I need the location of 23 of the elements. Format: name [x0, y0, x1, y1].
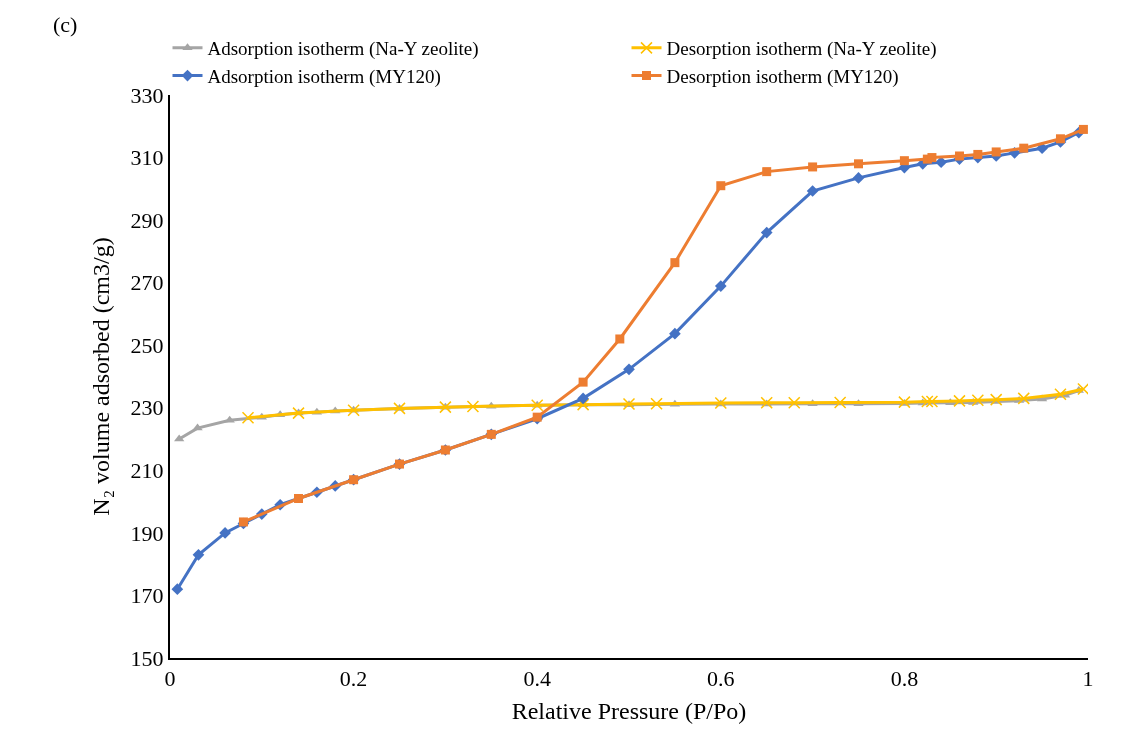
y-tick-label: 230	[130, 395, 164, 421]
x-tick-label: 1	[1082, 666, 1094, 692]
legend-label: Adsorption isotherm (MY120)	[207, 65, 441, 88]
legend-label: Desorption isotherm (Na-Y zeolite)	[666, 38, 937, 61]
y-tick-label: 190	[130, 520, 164, 546]
y-tick-label: 210	[130, 458, 164, 484]
legend-label: Desorption isotherm (MY120)	[666, 65, 899, 88]
y-tick-label: 270	[130, 270, 164, 296]
y-axis-title: N₂ volume adsorbed (cm3/g)	[88, 237, 115, 516]
x-tick-label: 0.2	[339, 666, 368, 692]
y-tick-label: 170	[130, 583, 164, 609]
x-tick-label: 0.6	[707, 666, 735, 692]
text: (c)	[53, 12, 78, 37]
y-tick-label: 330	[130, 82, 164, 108]
y-tick-label: 150	[130, 645, 164, 671]
x-axis-title: Relative Pressure (P/Po)	[511, 698, 747, 725]
y-tick-label: 290	[130, 207, 164, 233]
x-tick-label: 0.8	[890, 666, 919, 692]
x-tick-label: 0.4	[523, 666, 551, 692]
x-tick-label: 0	[164, 666, 176, 692]
y-tick-label: 250	[130, 332, 164, 358]
legend-label: Adsorption isotherm (Na-Y zeolite)	[207, 38, 479, 61]
y-tick-label: 310	[130, 145, 164, 171]
